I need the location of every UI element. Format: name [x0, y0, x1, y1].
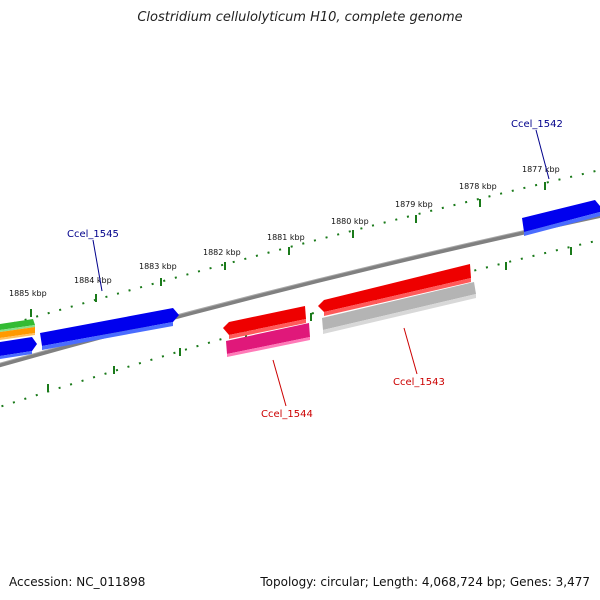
label-line-1545	[92, 239, 103, 292]
gene-label-ccel-1543: Ccel_1543	[393, 377, 445, 388]
gene-label-ccel-1545: Ccel_1545	[67, 229, 119, 240]
kbp-label-1878: 1878 kbp	[459, 182, 497, 191]
kbp-label-1882: 1882 kbp	[203, 248, 241, 257]
outer-scale-dots	[0, 169, 600, 329]
kbp-label-1881: 1881 kbp	[267, 233, 305, 242]
kbp-label-1884: 1884 kbp	[74, 276, 112, 285]
genome-title: Clostridium cellulolyticum H10, complete…	[137, 10, 463, 25]
gene-left-green[interactable]	[0, 319, 35, 332]
gene-ccel-1545[interactable]	[40, 308, 179, 350]
kbp-label-1883: 1883 kbp	[139, 262, 177, 271]
gene-label-ccel-1544: Ccel_1544	[261, 409, 313, 420]
label-line-1542	[535, 129, 550, 180]
kbp-labels: 1877 kbp 1878 kbp 1879 kbp 1880 kbp 1881…	[9, 165, 560, 298]
kbp-label-1885: 1885 kbp	[9, 289, 47, 298]
gene-left-blue[interactable]	[0, 337, 37, 359]
label-line-1544	[272, 359, 287, 407]
gene-ccel-1544[interactable]	[226, 323, 310, 357]
label-line-1543	[403, 327, 418, 375]
gene-ccel-1543-red[interactable]	[318, 264, 471, 316]
kbp-label-1879: 1879 kbp	[395, 200, 433, 209]
accession-text: Accession: NC_011898	[9, 575, 146, 589]
gene-red-small[interactable]	[223, 306, 306, 339]
outer-scale-track	[0, 169, 600, 329]
genome-backbone	[0, 214, 600, 368]
gene-ccel-1542[interactable]	[522, 200, 600, 236]
gene-grey[interactable]	[322, 282, 476, 334]
kbp-label-1880: 1880 kbp	[331, 217, 369, 226]
kbp-label-1877: 1877 kbp	[522, 165, 560, 174]
topology-text: Topology: circular; Length: 4,068,724 bp…	[260, 575, 590, 589]
gene-label-ccel-1542: Ccel_1542	[511, 119, 563, 130]
gene-left-orange[interactable]	[0, 327, 35, 340]
